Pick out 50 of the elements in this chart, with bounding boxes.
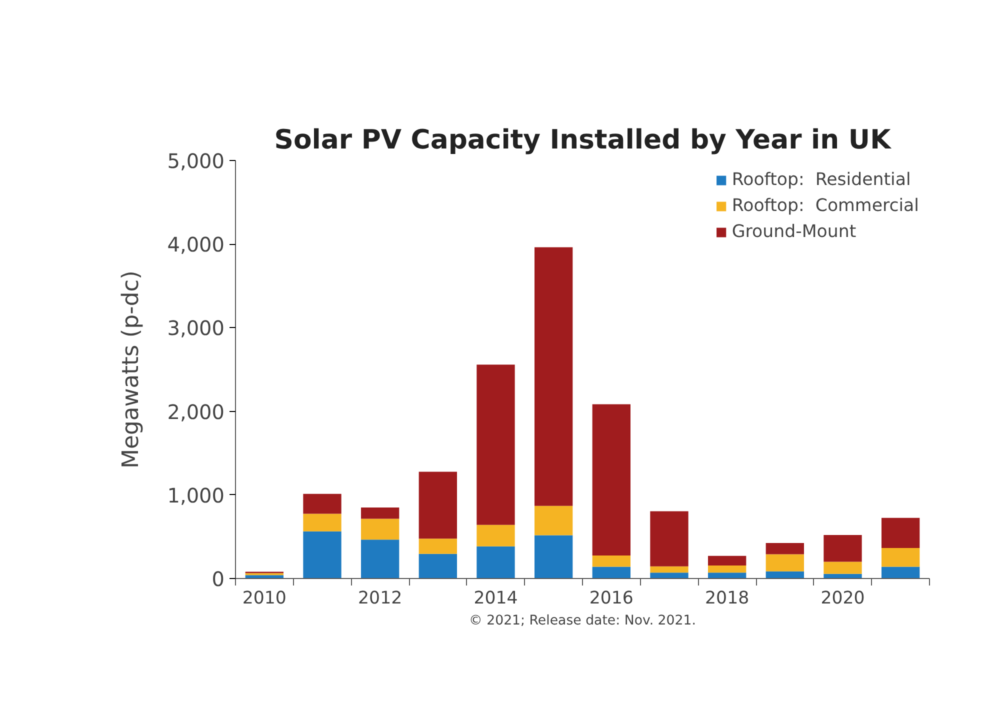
- bar: [766, 571, 804, 578]
- text: © 2021; Release date: Nov. 2021.: [469, 614, 696, 628]
- bar: [882, 548, 920, 567]
- legend-label: Rooftop: Residential: [732, 170, 911, 190]
- bar: [882, 518, 920, 548]
- bar: [824, 562, 862, 574]
- bar: [766, 542, 804, 554]
- bar: [650, 566, 688, 573]
- legend-label: Ground-Mount: [732, 222, 856, 242]
- bar: [476, 364, 515, 525]
- bar: [824, 535, 862, 562]
- y-tick-label: 3,000: [167, 316, 225, 340]
- bar: [534, 247, 573, 506]
- bar: [418, 554, 457, 578]
- y-tick-label: 1,000: [167, 483, 225, 508]
- x-tick-label: 2020: [820, 588, 865, 608]
- bar: [534, 506, 573, 536]
- bar: [592, 566, 630, 578]
- bar: [476, 546, 515, 578]
- bar: [361, 518, 400, 540]
- y-tick-label: 2,000: [167, 400, 225, 424]
- bar: [303, 494, 342, 514]
- chart-title: Solar PV Capacity Installed by Year in UK: [274, 124, 892, 156]
- bar: [766, 554, 804, 572]
- x-tick-label: 2012: [358, 588, 402, 608]
- bar: [650, 511, 688, 566]
- bar: [361, 508, 400, 519]
- bar: [592, 404, 630, 556]
- x-tick-label: 2018: [705, 588, 750, 608]
- y-tick-label: 4,000: [167, 232, 225, 257]
- bar: [303, 514, 342, 532]
- bar: [418, 472, 457, 539]
- bar: [361, 540, 400, 578]
- bar: [882, 566, 920, 578]
- bar: [708, 566, 746, 573]
- legend-label: Rooftop: Commercial: [732, 196, 919, 216]
- x-tick-label: 2010: [242, 588, 286, 608]
- y-tick-label: 5,000: [167, 149, 225, 173]
- y-axis-title: Megawatts (p-dc): [118, 270, 144, 469]
- bar: [708, 572, 746, 578]
- bar: [418, 538, 457, 554]
- x-tick-label: 2016: [589, 588, 634, 608]
- bar: [476, 524, 515, 546]
- bar: [650, 572, 688, 578]
- y-tick-label: 0: [212, 567, 225, 591]
- bar: [303, 531, 342, 578]
- bar: [592, 556, 630, 567]
- x-tick-label: 2014: [474, 588, 518, 608]
- bar: [534, 535, 573, 578]
- bar: [708, 556, 746, 566]
